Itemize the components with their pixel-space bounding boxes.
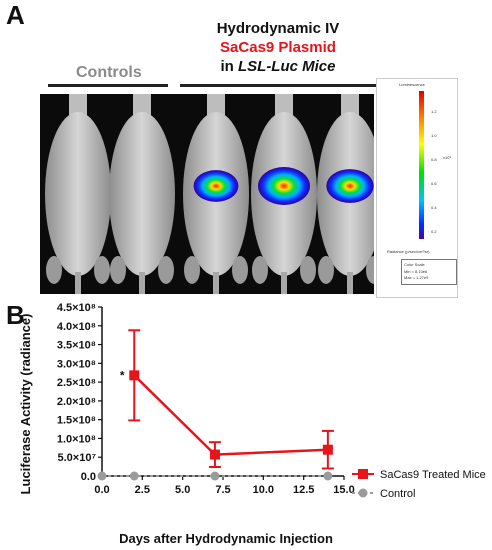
x-tick-label: 7.5 xyxy=(215,484,230,496)
hind-leg-left xyxy=(46,256,62,284)
hind-leg-left xyxy=(252,256,268,284)
legend-label: SaCas9 Treated Mice xyxy=(380,469,486,481)
luminescence-signal xyxy=(326,169,374,203)
header-line-3-strain: LSL-Luc Mice xyxy=(237,58,336,75)
y-axis-label: Luciferase Activity (radiance) xyxy=(18,314,33,495)
data-point xyxy=(129,370,140,381)
data-point xyxy=(210,471,220,481)
mouse-imaging-photo xyxy=(40,94,374,294)
mouse-2 xyxy=(109,94,175,294)
mouse-3 xyxy=(183,94,249,294)
colorbar-tick-label: 0.8 xyxy=(431,157,437,162)
nose-cone xyxy=(207,94,225,116)
x-tick-label: 2.5 xyxy=(135,484,150,496)
colorbar-gradient xyxy=(419,91,424,239)
header-line-1: Hydrodynamic IV xyxy=(216,20,340,37)
hind-leg-right xyxy=(366,256,374,284)
mouse-5 xyxy=(317,94,374,294)
series-line xyxy=(133,374,328,456)
panel-a-letter: A xyxy=(6,0,25,30)
luminescence-signal xyxy=(193,170,239,202)
nose-cone xyxy=(69,94,87,116)
y-tick-label: 3.5×10⁸ xyxy=(57,340,96,352)
colorbar-tick-label: 0.6 xyxy=(431,181,437,186)
min-label: Min = 8.10e6 xyxy=(404,269,428,274)
y-tick-label: 2.0×10⁸ xyxy=(57,396,96,408)
y-tick-label: 1.0×10⁸ xyxy=(57,433,96,445)
series-2 xyxy=(97,471,333,481)
color-scale-label: Color Scale xyxy=(404,262,425,267)
legend-item: SaCas9 Treated Mice xyxy=(352,469,486,481)
treated-bracket xyxy=(180,84,376,87)
hind-leg-left xyxy=(318,256,334,284)
colorbar-tick-label: 0.2 xyxy=(431,229,437,234)
series-1 xyxy=(128,329,334,470)
nose-cone xyxy=(133,94,151,116)
header-line-3: in LSL-Luc Mice xyxy=(168,58,388,75)
hind-leg-left xyxy=(184,256,200,284)
x-tick-label: 12.5 xyxy=(293,484,314,496)
tail xyxy=(213,272,219,294)
data-point xyxy=(323,471,333,481)
max-label: Max = 1.27e9 xyxy=(404,275,429,280)
x-tick-label: 0.0 xyxy=(94,484,109,496)
chart-layer: 0.0 5.0×10⁷ 1.0×10⁸ 1.5×10⁸ 2.0×10⁸ 2.5×10⁸ 3.… xyxy=(57,302,486,500)
data-point xyxy=(209,449,220,460)
hind-leg-right xyxy=(94,256,110,284)
y-tick-label: 0.0 xyxy=(81,471,96,483)
data-point xyxy=(322,444,333,455)
y-tick-label: 5.0×10⁷ xyxy=(58,452,97,464)
y-tick-label: 2.5×10⁸ xyxy=(57,377,96,389)
panel-b-letter: B xyxy=(6,300,25,330)
x-tick-label: 10.0 xyxy=(253,484,274,496)
mouse-1 xyxy=(45,94,111,294)
x-tick-label: 5.0 xyxy=(175,484,190,496)
legend-marker xyxy=(358,488,368,498)
colorbar-info-box: Color Scale Min = 8.10e6 Max = 1.27e9 xyxy=(401,259,457,285)
hind-leg-left xyxy=(110,256,126,284)
mouse-4 xyxy=(251,94,317,294)
colorbar-units-label: Radiance (p/sec/cm²/sr) xyxy=(387,249,430,254)
colorbar-tick-label: 1.2 xyxy=(431,109,437,114)
controls-bracket xyxy=(48,84,168,87)
mouse-body xyxy=(109,112,175,276)
colorbar-tick-label: 1.0 xyxy=(431,133,437,138)
x-tick-label: 15.0 xyxy=(333,484,354,496)
y-tick-label: 4.0×10⁸ xyxy=(57,321,96,333)
colorbar-unit: x10⁹ xyxy=(443,155,452,160)
tail xyxy=(75,272,81,294)
luminescence-signal xyxy=(258,167,310,205)
y-tick-label: 1.5×10⁸ xyxy=(57,415,96,427)
luciferase-chart: Luciferase Activity (radiance) Days afte… xyxy=(18,302,486,546)
tail xyxy=(347,272,353,294)
mice-layer xyxy=(45,94,374,294)
nose-cone xyxy=(341,94,359,116)
x-axis-label: Days after Hydrodynamic Injection xyxy=(119,531,333,546)
controls-label: Controls xyxy=(76,64,142,81)
nose-cone xyxy=(275,94,293,116)
mouse-imaging-svg xyxy=(40,94,374,294)
hind-leg-right xyxy=(232,256,248,284)
legend-marker xyxy=(358,469,368,479)
data-point xyxy=(129,471,139,481)
header-line-2: SaCas9 Plasmid xyxy=(220,39,336,56)
y-tick-label: 4.5×10⁸ xyxy=(57,302,96,314)
tail xyxy=(139,272,145,294)
header-line-3-prefix: in xyxy=(220,58,238,75)
significance-marker: * xyxy=(120,369,125,383)
colorbar-panel: Luminescence 1.2 1.0 0.8 0.6 0.4 0.2 x10⁹ Rad… xyxy=(376,78,458,298)
tail xyxy=(281,272,287,294)
colorbar-title: Luminescence xyxy=(399,82,425,87)
mouse-body xyxy=(45,112,111,276)
hind-leg-right xyxy=(300,256,316,284)
colorbar-tick-label: 0.4 xyxy=(431,205,437,210)
data-point xyxy=(97,471,107,481)
legend-item: Control xyxy=(352,488,415,500)
hind-leg-right xyxy=(158,256,174,284)
y-tick-label: 3.0×10⁸ xyxy=(57,358,96,370)
legend-label: Control xyxy=(380,488,415,500)
